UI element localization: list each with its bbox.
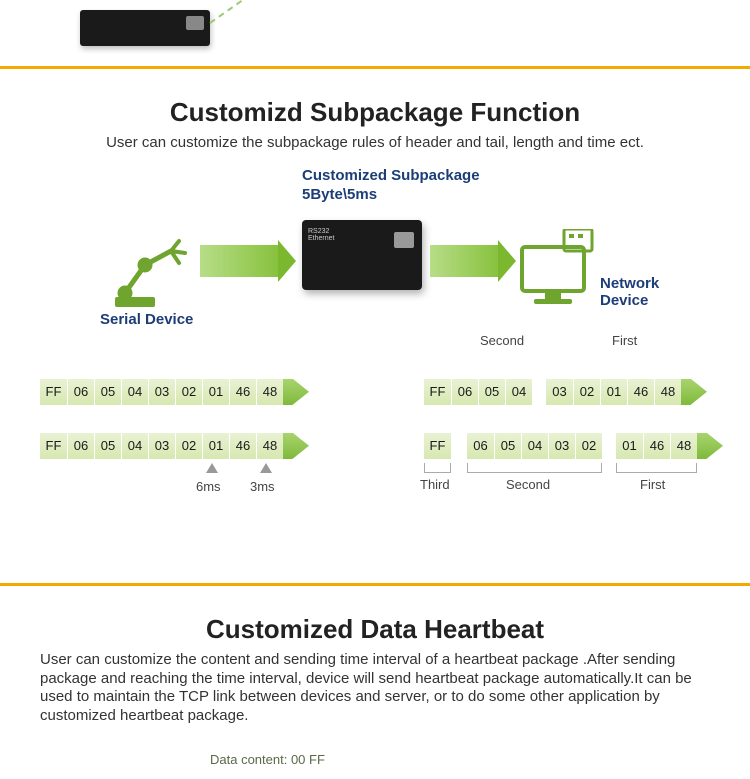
byte-cell: 48: [654, 379, 681, 405]
dashed-line: [209, 0, 259, 24]
monitor-icon: [520, 229, 598, 311]
left-row-0: FF0605040302014648: [40, 379, 309, 405]
section2-title: Customized Data Heartbeat: [40, 614, 710, 645]
byte-cell: 46: [627, 379, 654, 405]
byte-cell: 46: [643, 433, 670, 459]
byte-cell: 03: [148, 433, 175, 459]
flow-diagram: Customized Subpackage 5Byte\5ms Serial: [40, 165, 710, 375]
bl-first: First: [640, 477, 665, 492]
byte-cell: 01: [600, 379, 627, 405]
r2-first: 014648: [616, 433, 723, 459]
byte-cell: 06: [67, 433, 94, 459]
byte-cell: 06: [67, 379, 94, 405]
section1-subtitle: User can customize the subpackage rules …: [40, 134, 710, 153]
byte-cell: 03: [546, 379, 573, 405]
bl-third: Third: [420, 477, 450, 492]
lbl-6ms: 6ms: [196, 479, 221, 494]
arrow-1: [200, 245, 296, 277]
bl-second: Second: [506, 477, 550, 492]
custom-label: Customized Subpackage 5Byte\5ms: [302, 167, 480, 205]
byte-cell: 02: [175, 379, 202, 405]
byte-cell: 05: [94, 379, 121, 405]
top-device-area: [0, 10, 750, 60]
byte-arrow-head: [697, 433, 723, 459]
byte-cell: 04: [521, 433, 548, 459]
divider-2: [0, 583, 750, 586]
r2-third: FF: [424, 433, 451, 459]
device-small: [80, 10, 210, 46]
byte-cell: 05: [94, 433, 121, 459]
byte-cell: 03: [548, 433, 575, 459]
byte-cell: 01: [202, 379, 229, 405]
robot-arm-icon: [115, 235, 195, 310]
byte-cell: FF: [40, 379, 67, 405]
br-first: [616, 463, 697, 473]
divider: [0, 66, 750, 69]
top-first-label: First: [612, 333, 637, 348]
byte-cell: FF: [424, 433, 451, 459]
byte-arrow-head: [283, 433, 309, 459]
tick-6ms: [206, 463, 218, 473]
lbl-3ms: 3ms: [250, 479, 275, 494]
byte-cell: 01: [616, 433, 643, 459]
heartbeat-section: Customized Data Heartbeat User can custo…: [0, 592, 750, 779]
section1-title: Customizd Subpackage Function: [40, 97, 710, 128]
byte-cell: 06: [451, 379, 478, 405]
byte-cell: 48: [256, 379, 283, 405]
byte-cell: 06: [467, 433, 494, 459]
converter-device: [302, 220, 422, 290]
byte-cell: 05: [478, 379, 505, 405]
byte-cell: 04: [505, 379, 532, 405]
byte-cell: 02: [575, 433, 602, 459]
byte-cell: 48: [670, 433, 697, 459]
tick-3ms: [260, 463, 272, 473]
r1-second: FF060504: [424, 379, 532, 405]
br-second: [467, 463, 602, 473]
byte-arrow-head: [681, 379, 707, 405]
byte-cell: 03: [148, 379, 175, 405]
byte-arrow-head: [283, 379, 309, 405]
byte-cell: 46: [229, 379, 256, 405]
byte-cell: 02: [573, 379, 600, 405]
network-label: Network Device: [600, 275, 659, 309]
r2-second: 0605040302: [467, 433, 602, 459]
byte-cell: 46: [229, 433, 256, 459]
section2-body: User can customize the content and sendi…: [40, 651, 710, 726]
byte-cell: 02: [175, 433, 202, 459]
left-row-1: FF0605040302014648: [40, 433, 309, 459]
byte-cell: FF: [40, 433, 67, 459]
br-third: [424, 463, 451, 473]
top-second-label: Second: [480, 333, 524, 348]
byte-cell: 04: [121, 379, 148, 405]
serial-label: Serial Device: [100, 311, 193, 328]
subpackage-section: Customizd Subpackage Function User can c…: [0, 75, 750, 577]
byte-cell: 05: [494, 433, 521, 459]
byte-cell: 04: [121, 433, 148, 459]
bytes-diagram: FF0605040302014648 FF0605040302014648 6m…: [40, 375, 710, 565]
arrow-2: [430, 245, 516, 277]
byte-cell: FF: [424, 379, 451, 405]
byte-cell: 01: [202, 433, 229, 459]
byte-cell: 48: [256, 433, 283, 459]
r1-first: 0302014648: [546, 379, 707, 405]
section2-footer: Data content: 00 FF: [210, 752, 710, 767]
